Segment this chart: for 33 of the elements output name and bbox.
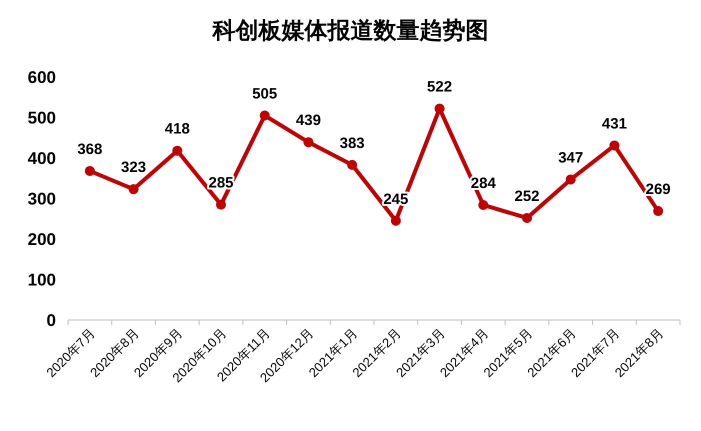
point — [128, 184, 139, 194]
y-tick-label: 0 — [46, 311, 56, 330]
point — [609, 140, 620, 150]
data-label: 269 — [646, 181, 671, 198]
data-label: 347 — [558, 149, 584, 166]
y-tick-label: 100 — [28, 270, 56, 290]
data-label: 439 — [296, 112, 321, 130]
y-tick-label: 300 — [28, 190, 56, 208]
point — [478, 200, 488, 210]
data-label: 522 — [427, 78, 452, 96]
data-label: 252 — [514, 188, 540, 205]
point — [522, 212, 532, 223]
point — [303, 137, 314, 148]
point — [172, 146, 182, 156]
point — [566, 174, 576, 184]
y-tick-label: 400 — [28, 149, 56, 168]
y-tick-label: 600 — [28, 68, 56, 87]
data-label: 418 — [164, 120, 190, 138]
chart-title: 科创板媒体报道数量趋势图 — [212, 18, 488, 43]
data-label: 323 — [121, 159, 146, 176]
y-tick-label: 500 — [28, 108, 56, 128]
data-label: 368 — [77, 140, 102, 158]
point — [260, 110, 270, 120]
point — [347, 160, 358, 170]
point — [84, 166, 95, 176]
point — [653, 206, 664, 216]
data-label: 431 — [602, 115, 627, 132]
point — [434, 104, 445, 114]
point — [390, 216, 401, 226]
data-label: 383 — [340, 134, 365, 152]
point — [216, 200, 226, 210]
y-tick-label: 200 — [28, 230, 56, 249]
data-label: 505 — [252, 85, 278, 102]
